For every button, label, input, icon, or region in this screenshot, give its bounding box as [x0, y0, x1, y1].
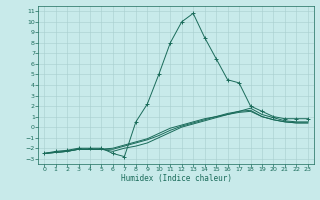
X-axis label: Humidex (Indice chaleur): Humidex (Indice chaleur) [121, 174, 231, 183]
